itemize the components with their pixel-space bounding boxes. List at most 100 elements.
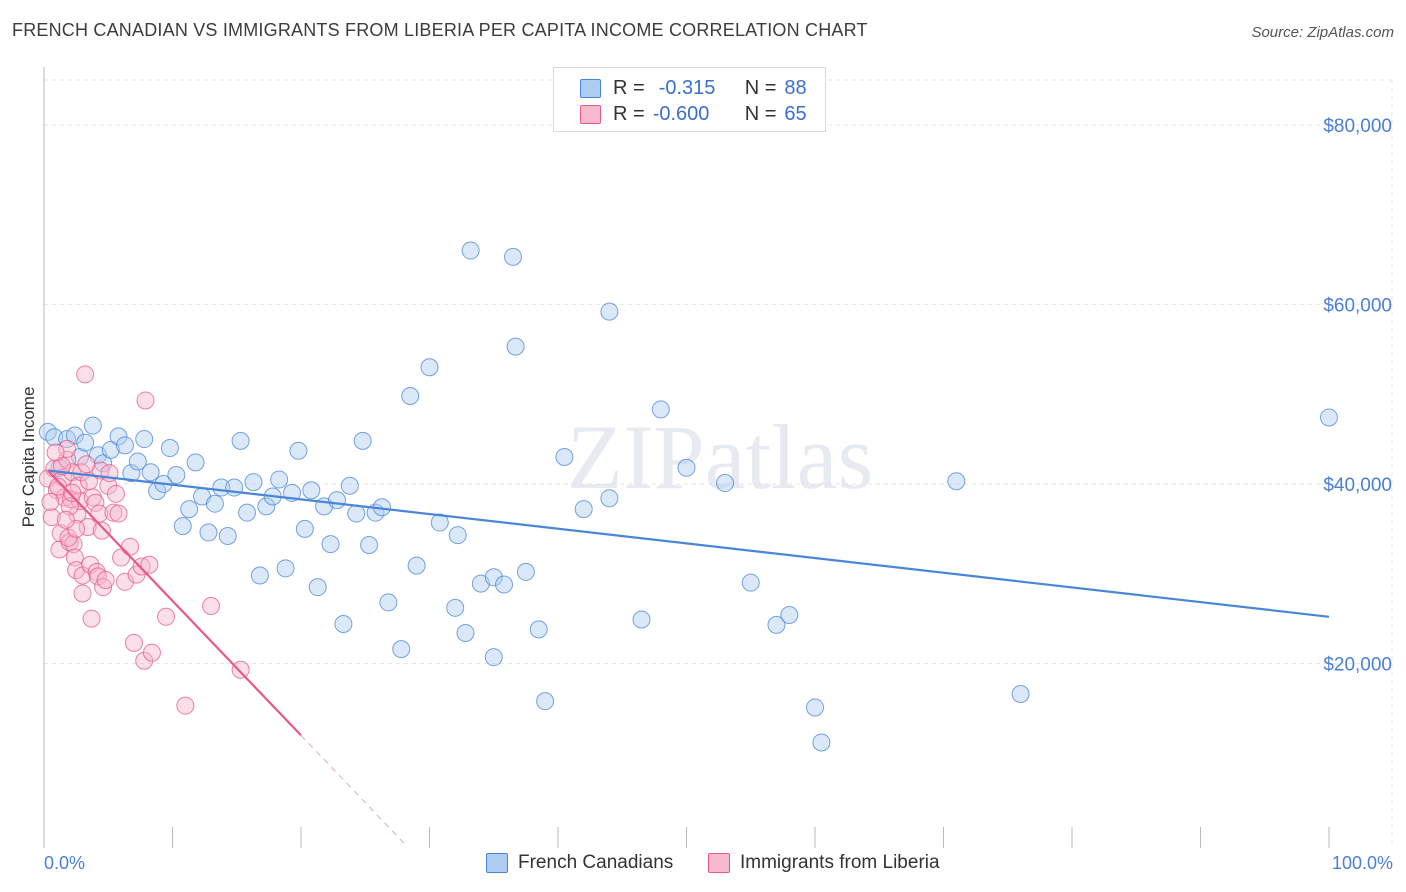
french-canadian-trend-line (47, 469, 1330, 618)
french-canadian-point (651, 400, 670, 419)
french-canadian-point (321, 535, 340, 554)
legend-box: R = -0.315 N = 88 R = -0.600 N = 65 (553, 67, 826, 132)
french-canadian-point (327, 491, 346, 510)
liberia-point (94, 578, 113, 597)
french-canadian-point (767, 615, 786, 634)
y-tick-label: $20,000 (1323, 654, 1392, 675)
french-canadian-point (353, 431, 372, 450)
french-canadian-point (420, 358, 439, 377)
french-canadian-point (741, 573, 760, 592)
french-canadian-point (270, 470, 289, 489)
french-canadian-point (360, 535, 379, 554)
bottom-legend-label: Immigrants from Liberia (740, 852, 940, 873)
y-tick-label: $80,000 (1323, 116, 1392, 137)
liberia-point (41, 492, 60, 511)
legend-n-label: N = (744, 76, 777, 99)
liberia-point (176, 696, 195, 715)
trend-lines (47, 469, 1330, 844)
french-canadian-point (173, 517, 192, 536)
liberia-point (231, 660, 250, 679)
legend-r-label: R = (613, 76, 645, 99)
french-canadian-point (446, 598, 465, 617)
french-canadian-point (238, 503, 257, 522)
french-canadian-point (347, 504, 366, 523)
legend-r-value: -0.315 (658, 76, 716, 99)
french-canadian-point (334, 614, 353, 633)
x-tick-labels: 0.0% 100.0% (44, 853, 1393, 873)
bottom-legend-french-canadians: French Canadians (486, 852, 673, 874)
french-canadian-point (401, 386, 420, 405)
french-canadian-point (407, 556, 426, 575)
legend-row-french-canadians: R = -0.315 N = 88 (554, 75, 807, 101)
french-canadian-point (495, 575, 514, 594)
legend-r-value: -0.600 (652, 102, 710, 125)
french-canadian-point (379, 593, 398, 612)
french-canadian-point (205, 494, 224, 513)
liberia-point (124, 633, 143, 652)
french-canadian-point (632, 610, 651, 629)
french-canadian-point (160, 439, 179, 458)
french-canadian-point (461, 241, 480, 260)
french-canadian-point (516, 562, 535, 581)
french-canadian-point (716, 474, 735, 493)
liberia-point (142, 643, 161, 662)
liberia-point (104, 503, 123, 522)
french-canadian-point (231, 431, 250, 450)
liberia-point (157, 607, 176, 626)
liberia-point (202, 597, 221, 616)
french-canadian-point (83, 416, 102, 435)
french-canadian-point (244, 473, 263, 492)
french-canadian-point (257, 497, 276, 516)
liberia-point (73, 584, 92, 603)
french-canadian-point (448, 526, 467, 545)
liberia-point (106, 484, 125, 503)
liberia-point (132, 557, 151, 576)
legend-swatch-blue (580, 78, 601, 98)
french-canadian-point (536, 692, 555, 711)
legend-n-value: 65 (784, 102, 807, 125)
axes (43, 67, 1330, 848)
french-canadian-point (1320, 408, 1338, 427)
french-canadian-point (806, 698, 824, 717)
grid-lines (44, 79, 1393, 843)
y-tick-labels: $20,000 $40,000 $60,000 $80,000 (1323, 116, 1392, 676)
french-canadian-point (947, 472, 966, 491)
french-canadian-point (677, 458, 696, 477)
french-canadian-point (186, 453, 205, 472)
french-canadian-point (276, 559, 295, 578)
french-canadian-point (392, 640, 411, 659)
french-canadian-point (115, 436, 134, 455)
liberia-point (60, 497, 79, 516)
liberia-point (96, 570, 115, 589)
liberia-point (82, 609, 101, 628)
liberia-trend-extension (300, 734, 405, 844)
french-canadian-point (812, 733, 831, 752)
french-canadian-point (780, 605, 799, 624)
french-canadian-point (218, 527, 237, 546)
french-canadian-point (141, 463, 160, 482)
french-canadian-point (199, 523, 218, 542)
french-canadian-point (180, 500, 199, 519)
liberia-point (109, 504, 128, 523)
french-canadian-point (529, 620, 548, 639)
french-canadian-point (574, 500, 593, 519)
bottom-legend-swatch-pink (708, 853, 730, 873)
chart-title: FRENCH CANADIAN VS IMMIGRANTS FROM LIBER… (12, 20, 868, 40)
french-canadian-point (289, 441, 308, 460)
legend-swatch-pink (580, 104, 601, 124)
french-canadian-point (167, 465, 186, 484)
french-canadian-point (430, 513, 449, 532)
liberia-point (69, 476, 88, 495)
liberia-point (59, 528, 78, 547)
liberia-point (92, 521, 111, 540)
french-canadian-point (308, 578, 327, 597)
french-canadian-point (76, 433, 95, 452)
french-canadian-point (340, 476, 359, 495)
french-canadian-point (484, 648, 503, 667)
y-tick-label: $40,000 (1323, 475, 1392, 496)
source-label: Source: ZipAtlas.com (1251, 24, 1394, 41)
french-canadian-point (302, 481, 321, 500)
bottom-legend-liberia: Immigrants from Liberia (708, 852, 940, 874)
liberia-point (67, 519, 86, 538)
liberia-trend-line (47, 469, 302, 737)
